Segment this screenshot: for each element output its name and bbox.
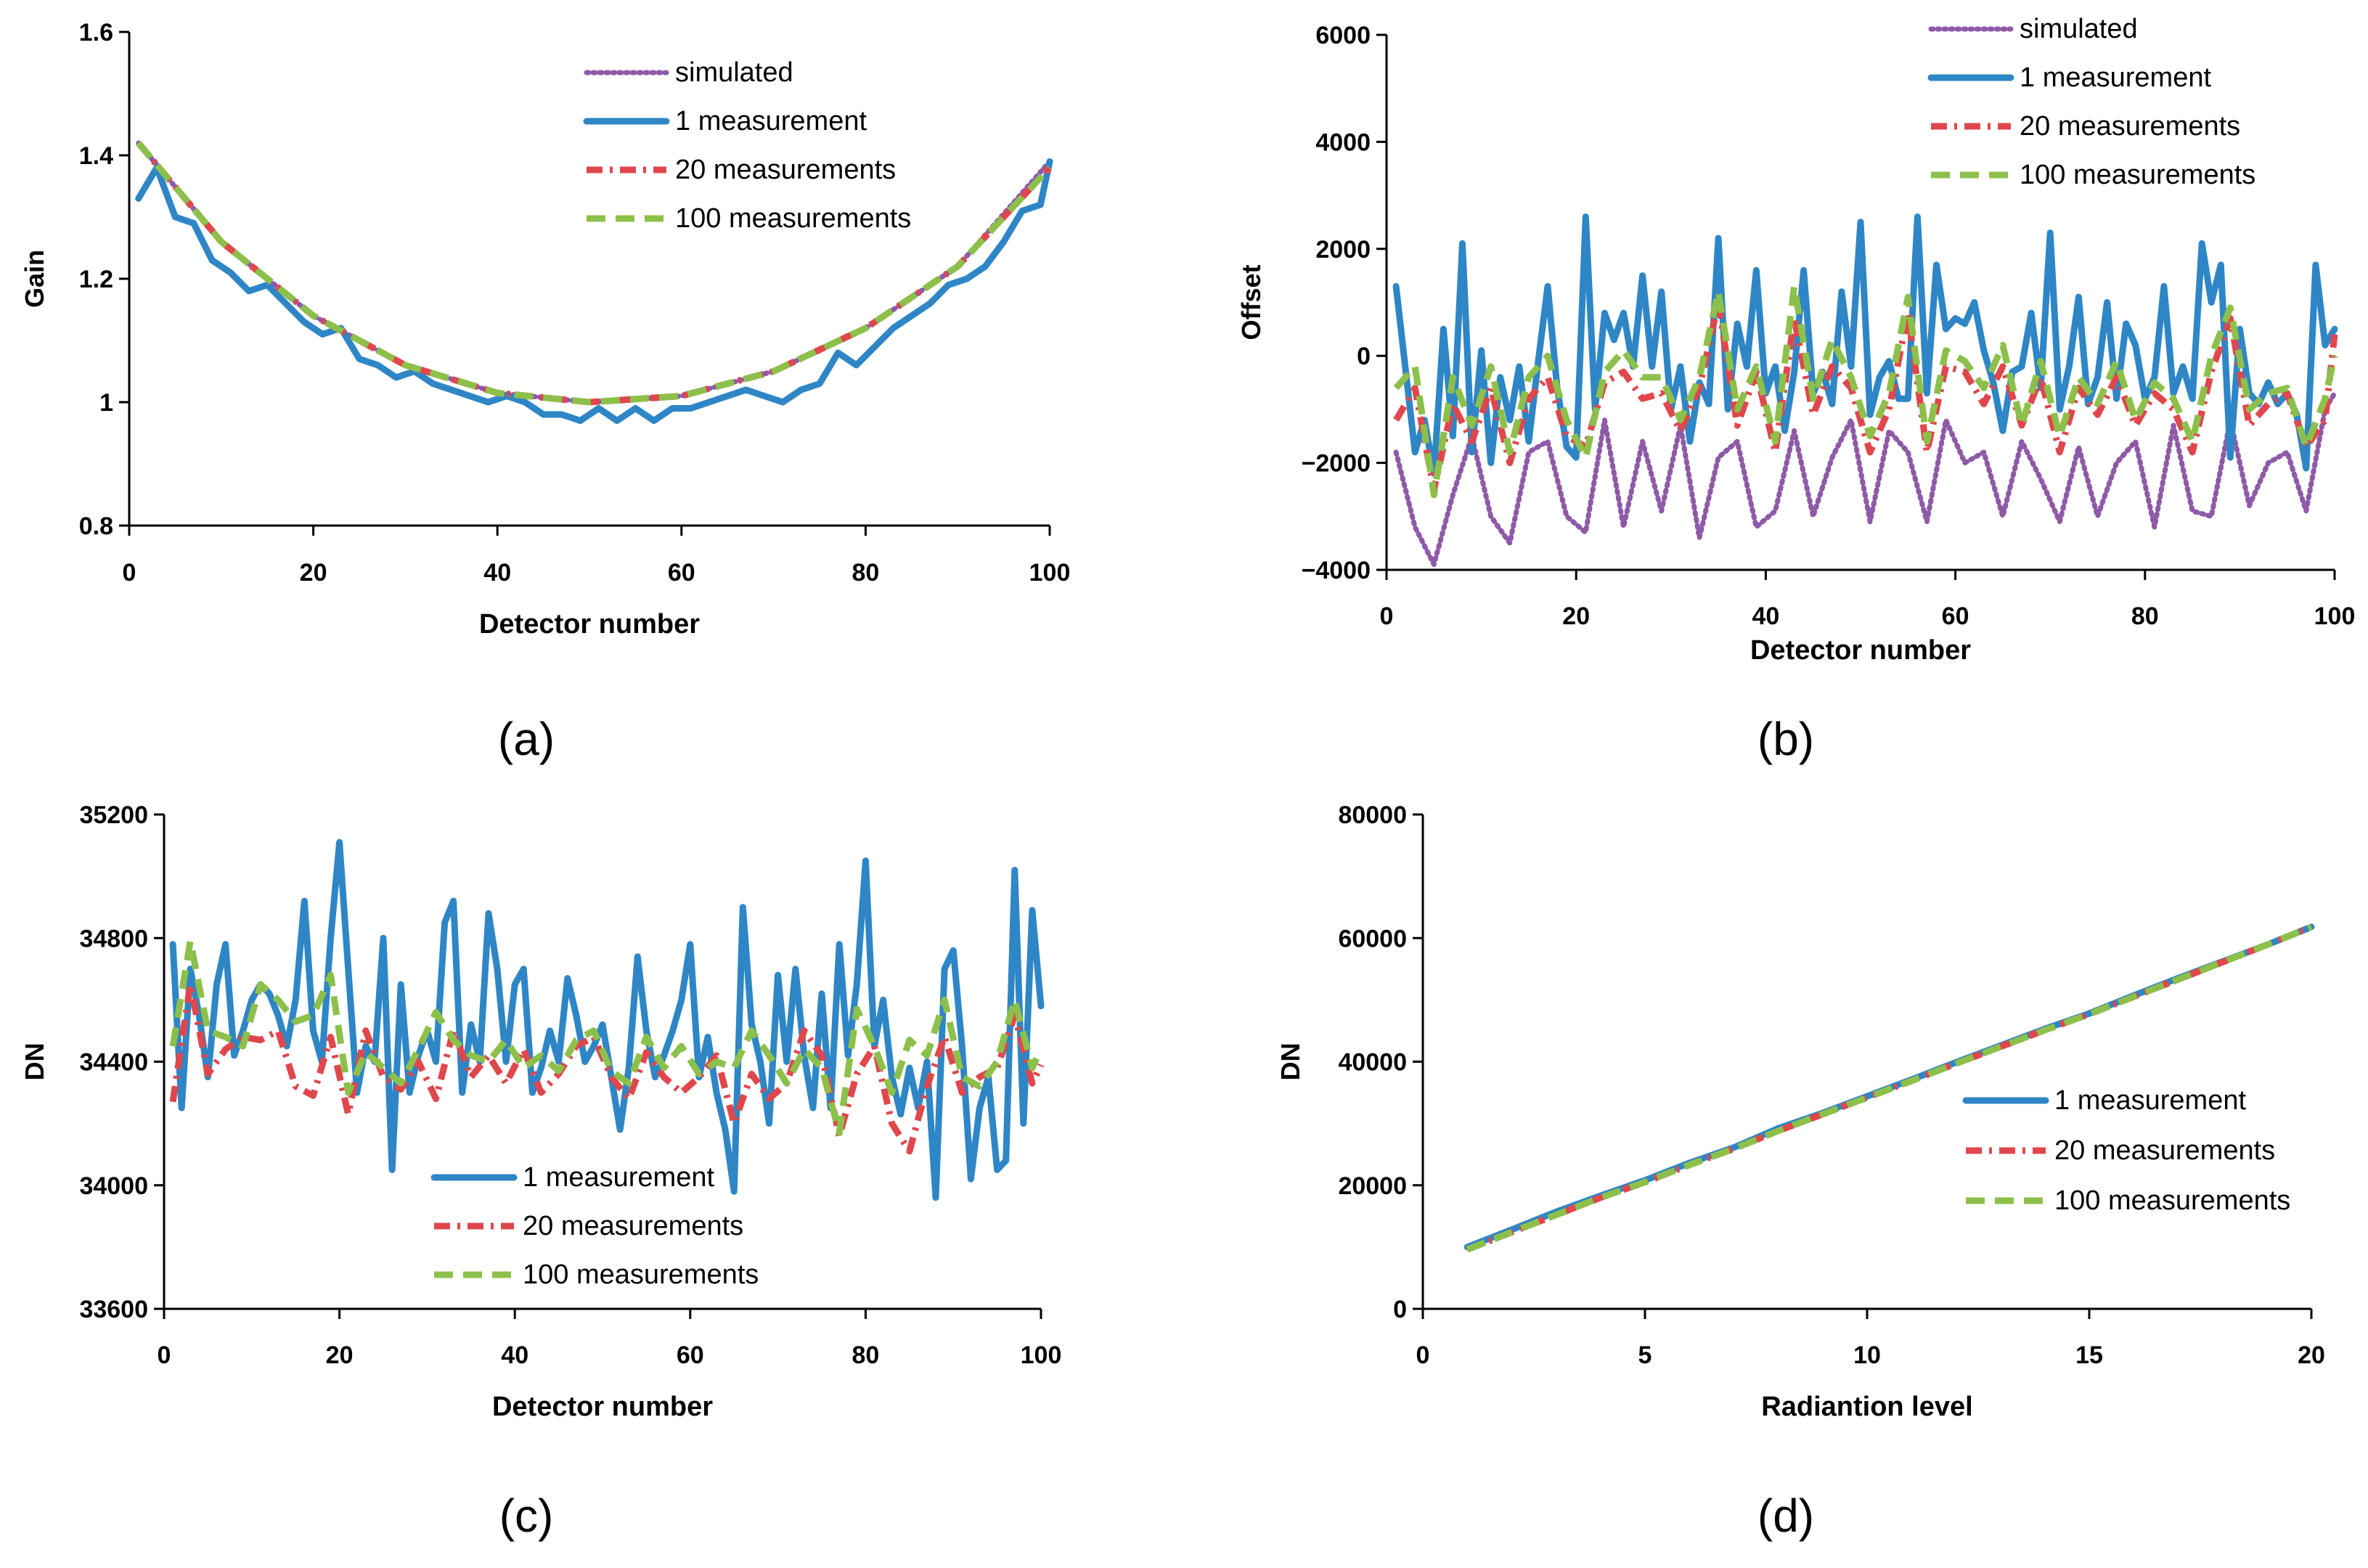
- series-line-m1: [135, 158, 1053, 424]
- series-line-m20: [169, 981, 1045, 1155]
- x-tick-label: 40: [1752, 603, 1779, 630]
- x-tick-label: 100: [1029, 559, 1071, 587]
- y-axis-label: DN: [1275, 1043, 1305, 1081]
- x-axis-label: Detector number: [1750, 635, 1971, 666]
- series-line-m100: [136, 141, 1053, 406]
- chart-panel-a: 0.8 1 1.2 1.4 1.6 0 20 40 60 80 100 Detector number…: [20, 19, 1070, 765]
- x-tick-label: 20: [326, 1342, 354, 1369]
- y-tick-label: 34800: [79, 925, 148, 952]
- series-line-m20: [136, 141, 1053, 406]
- x-tick-label: 80: [852, 1342, 879, 1369]
- x-tick-label: 0: [158, 1342, 171, 1369]
- legend: 1 measurement 20 measurements 100 measurem…: [430, 1162, 759, 1290]
- y-tick-label: 6000: [1315, 22, 1371, 49]
- y-tick-label: 34400: [79, 1049, 148, 1077]
- legend: simulated 1 measurement 20 measurements 100…: [583, 57, 911, 234]
- legend: simulated 1 measurement 20 measurements 100…: [1927, 14, 2255, 190]
- x-axis-label: Detector number: [492, 1392, 713, 1422]
- y-tick-label: 1.6: [79, 19, 113, 46]
- x-tick-label: 20: [300, 559, 327, 587]
- x-tick-label: 100: [2314, 603, 2356, 630]
- x-tick-label: 40: [501, 1342, 528, 1369]
- legend-label: 100 measurements: [675, 203, 911, 234]
- series-line-m1: [1392, 213, 2338, 477]
- x-tick-label: 60: [677, 1342, 704, 1369]
- x-tick-label: 0: [123, 559, 136, 587]
- x-tick-label: 20: [1562, 603, 1590, 630]
- x-tick-label: 0: [1416, 1342, 1430, 1369]
- panel-caption: (c): [499, 1490, 554, 1542]
- x-axis-label: Radiantion level: [1761, 1392, 1972, 1422]
- y-tick-label: 1.2: [79, 266, 113, 293]
- y-tick-label: 1: [99, 389, 113, 417]
- x-tick-label: 10: [1853, 1342, 1881, 1369]
- series-line-m100: [1393, 282, 2338, 499]
- y-tick-label: 0: [1393, 1296, 1407, 1323]
- x-tick-label: 0: [1380, 603, 1394, 630]
- legend-label: 100 measurements: [523, 1259, 759, 1290]
- legend: 1 measurement 20 measurements 100 measurem…: [1962, 1085, 2290, 1216]
- y-tick-label: 1.4: [79, 142, 113, 170]
- chart-panel-b: −4000 −2000 0 2000 4000 6000 0 20 40 60 80 100 Detec…: [1236, 14, 2355, 765]
- legend-label: 1 measurement: [523, 1162, 714, 1193]
- y-tick-label: −2000: [1302, 450, 1371, 478]
- series-line-m100: [1466, 923, 2313, 1253]
- series-line-m1: [169, 838, 1045, 1201]
- y-tick-label: 40000: [1338, 1049, 1407, 1077]
- x-tick-label: 5: [1638, 1342, 1652, 1369]
- panel-caption: (d): [1757, 1490, 1814, 1542]
- chart-panel-d: 0 20000 40000 60000 80000 0 5 10 15 20 Radiantion …: [1275, 801, 2325, 1542]
- y-axis-label: DN: [20, 1043, 49, 1081]
- x-tick-label: 80: [852, 559, 879, 587]
- legend-label: 20 measurements: [2020, 111, 2240, 142]
- legend-label: 100 measurements: [2054, 1185, 2290, 1216]
- chart-panel-c: 33600 34000 34400 34800 35200 0 20 40 60 80 100 Det…: [20, 801, 1061, 1542]
- series-line-simulated: [136, 140, 1053, 405]
- x-tick-label: 80: [2131, 603, 2159, 630]
- y-tick-label: 2000: [1315, 236, 1371, 264]
- x-tick-label: 15: [2075, 1342, 2103, 1369]
- y-tick-label: 20000: [1338, 1172, 1407, 1200]
- y-tick-label: 34000: [79, 1172, 148, 1200]
- legend-label: 1 measurement: [2054, 1085, 2246, 1116]
- y-axis-label: Offset: [1236, 264, 1266, 340]
- y-tick-label: 4000: [1315, 128, 1371, 156]
- y-tick-label: 0: [1357, 343, 1371, 370]
- legend-label: 20 measurements: [675, 155, 896, 185]
- x-tick-label: 60: [668, 559, 695, 587]
- legend-label: simulated: [675, 57, 793, 88]
- legend-label: 100 measurements: [2020, 160, 2255, 190]
- legend-label: 1 measurement: [2020, 62, 2211, 93]
- series-line-simulated: [1393, 391, 2338, 568]
- y-tick-label: 80000: [1338, 801, 1407, 829]
- x-tick-label: 40: [483, 559, 511, 587]
- x-tick-label: 20: [2298, 1342, 2325, 1369]
- x-tick-label: 100: [1021, 1342, 1062, 1369]
- legend-label: simulated: [2020, 14, 2138, 44]
- panel-caption: (a): [498, 713, 555, 765]
- y-tick-label: 60000: [1338, 925, 1407, 952]
- x-tick-label: 60: [1942, 603, 1969, 630]
- series-line-m20: [1393, 299, 2338, 493]
- legend-label: 1 measurement: [675, 106, 867, 136]
- panel-caption: (b): [1757, 713, 1814, 765]
- legend-label: 20 measurements: [523, 1211, 743, 1241]
- y-axis-label: Gain: [20, 250, 49, 308]
- y-tick-label: −4000: [1302, 557, 1371, 584]
- y-tick-label: 33600: [79, 1296, 148, 1323]
- y-tick-label: 0.8: [79, 513, 113, 540]
- x-axis-label: Detector number: [479, 609, 700, 640]
- legend-label: 20 measurements: [2054, 1135, 2275, 1166]
- series-line-m100: [169, 938, 1045, 1136]
- y-tick-label: 35200: [79, 801, 148, 829]
